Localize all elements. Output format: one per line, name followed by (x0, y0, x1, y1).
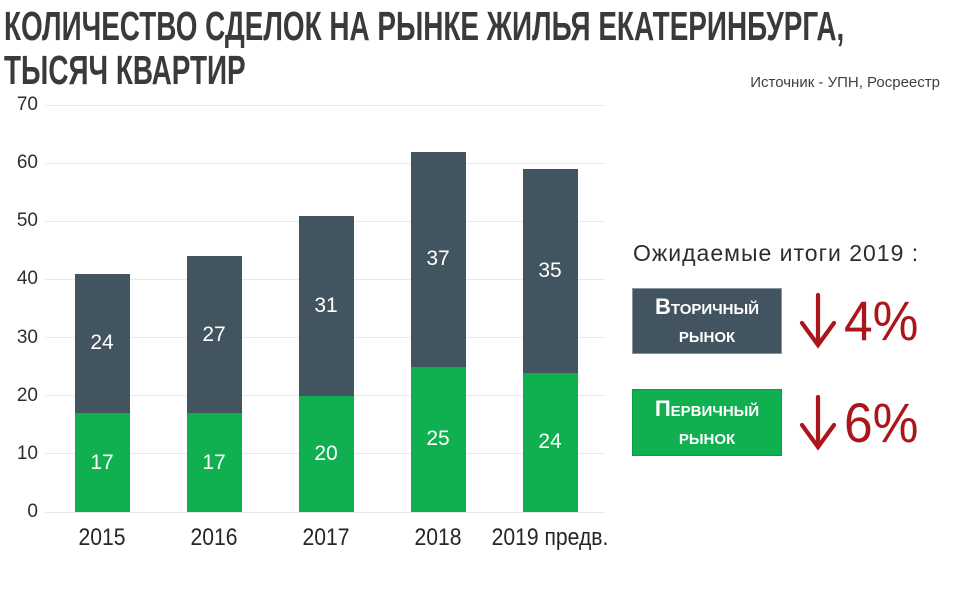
x-axis-tick-label: 2019 предв. (491, 524, 609, 551)
panel-heading: Ожидаемые итоги 2019 : (633, 240, 920, 266)
bar-segment-primary-2017: 20 (298, 395, 354, 512)
chart-title: КОЛИЧЕСТВО СДЕЛОК НА РЫНКЕ ЖИЛЬЯ ЕКАТЕРИ… (4, 3, 845, 93)
bar-value-label: 17 (90, 450, 114, 474)
y-axis-tick-label: 70 (16, 94, 38, 115)
y-axis-tick-label: 10 (16, 442, 38, 464)
chart-title-line2: ТЫСЯЧ КВАРТИР (4, 47, 246, 93)
secondary-market-box: Вторичный рынок (632, 288, 782, 354)
gridline (45, 511, 605, 513)
bar-value-label: 37 (426, 247, 450, 271)
bar-value-label: 25 (426, 427, 450, 451)
y-axis-tick-label: 40 (16, 268, 38, 290)
gridline (45, 162, 605, 164)
gridline (45, 104, 605, 106)
y-axis-tick-label: 30 (16, 326, 38, 348)
down-arrow-icon (799, 394, 837, 451)
secondary-market-label: Вторичный рынок (655, 294, 759, 347)
y-axis-tick-label: 20 (16, 384, 38, 406)
bar-segment-secondary-2015: 24 (74, 273, 130, 414)
y-axis-tick-label: 60 (16, 152, 38, 174)
primary-market-box: Первичный рынок (632, 389, 782, 456)
down-arrow-icon (799, 292, 837, 349)
bar-segment-primary-2016: 17 (186, 413, 242, 512)
bar-value-label: 24 (538, 430, 562, 454)
x-axis-tick-label: 2016 (190, 524, 238, 551)
x-axis-tick-label: 2015 (78, 524, 126, 551)
bar-value-label: 20 (314, 441, 338, 465)
bar-value-label: 31 (314, 293, 338, 317)
chart-title-line1: КОЛИЧЕСТВО СДЕЛОК НА РЫНКЕ ЖИЛЬЯ ЕКАТЕРИ… (4, 3, 845, 49)
y-axis-tick-label: 0 (27, 501, 38, 522)
y-axis-tick-label: 50 (16, 210, 38, 232)
bar-segment-secondary-2016: 27 (186, 256, 242, 414)
bar-value-label: 17 (202, 450, 226, 474)
bar-value-label: 27 (202, 322, 226, 346)
primary-market-label: Первичный рынок (654, 395, 760, 449)
primary-market-indicator: 6% (798, 392, 925, 454)
x-axis-tick-label: 2017 (302, 524, 350, 551)
bar-segment-secondary-2017: 31 (298, 215, 354, 396)
source-note: Источник - УПН, Росреестр (750, 74, 940, 91)
bar-segment-secondary-2019 предв.: 35 (522, 169, 578, 373)
bar-segment-primary-2015: 17 (74, 413, 130, 512)
bar-segment-primary-2019 предв.: 24 (522, 372, 578, 512)
secondary-market-indicator: 4% (798, 290, 925, 352)
bar-value-label: 35 (538, 258, 562, 282)
secondary-change-value: 4% (844, 289, 919, 352)
bar-value-label: 24 (90, 331, 114, 355)
x-axis-tick-label: 2018 (414, 524, 462, 551)
primary-change-value: 6% (844, 391, 919, 454)
bar-segment-secondary-2018: 37 (410, 151, 466, 367)
bar-segment-primary-2018: 25 (410, 366, 466, 512)
